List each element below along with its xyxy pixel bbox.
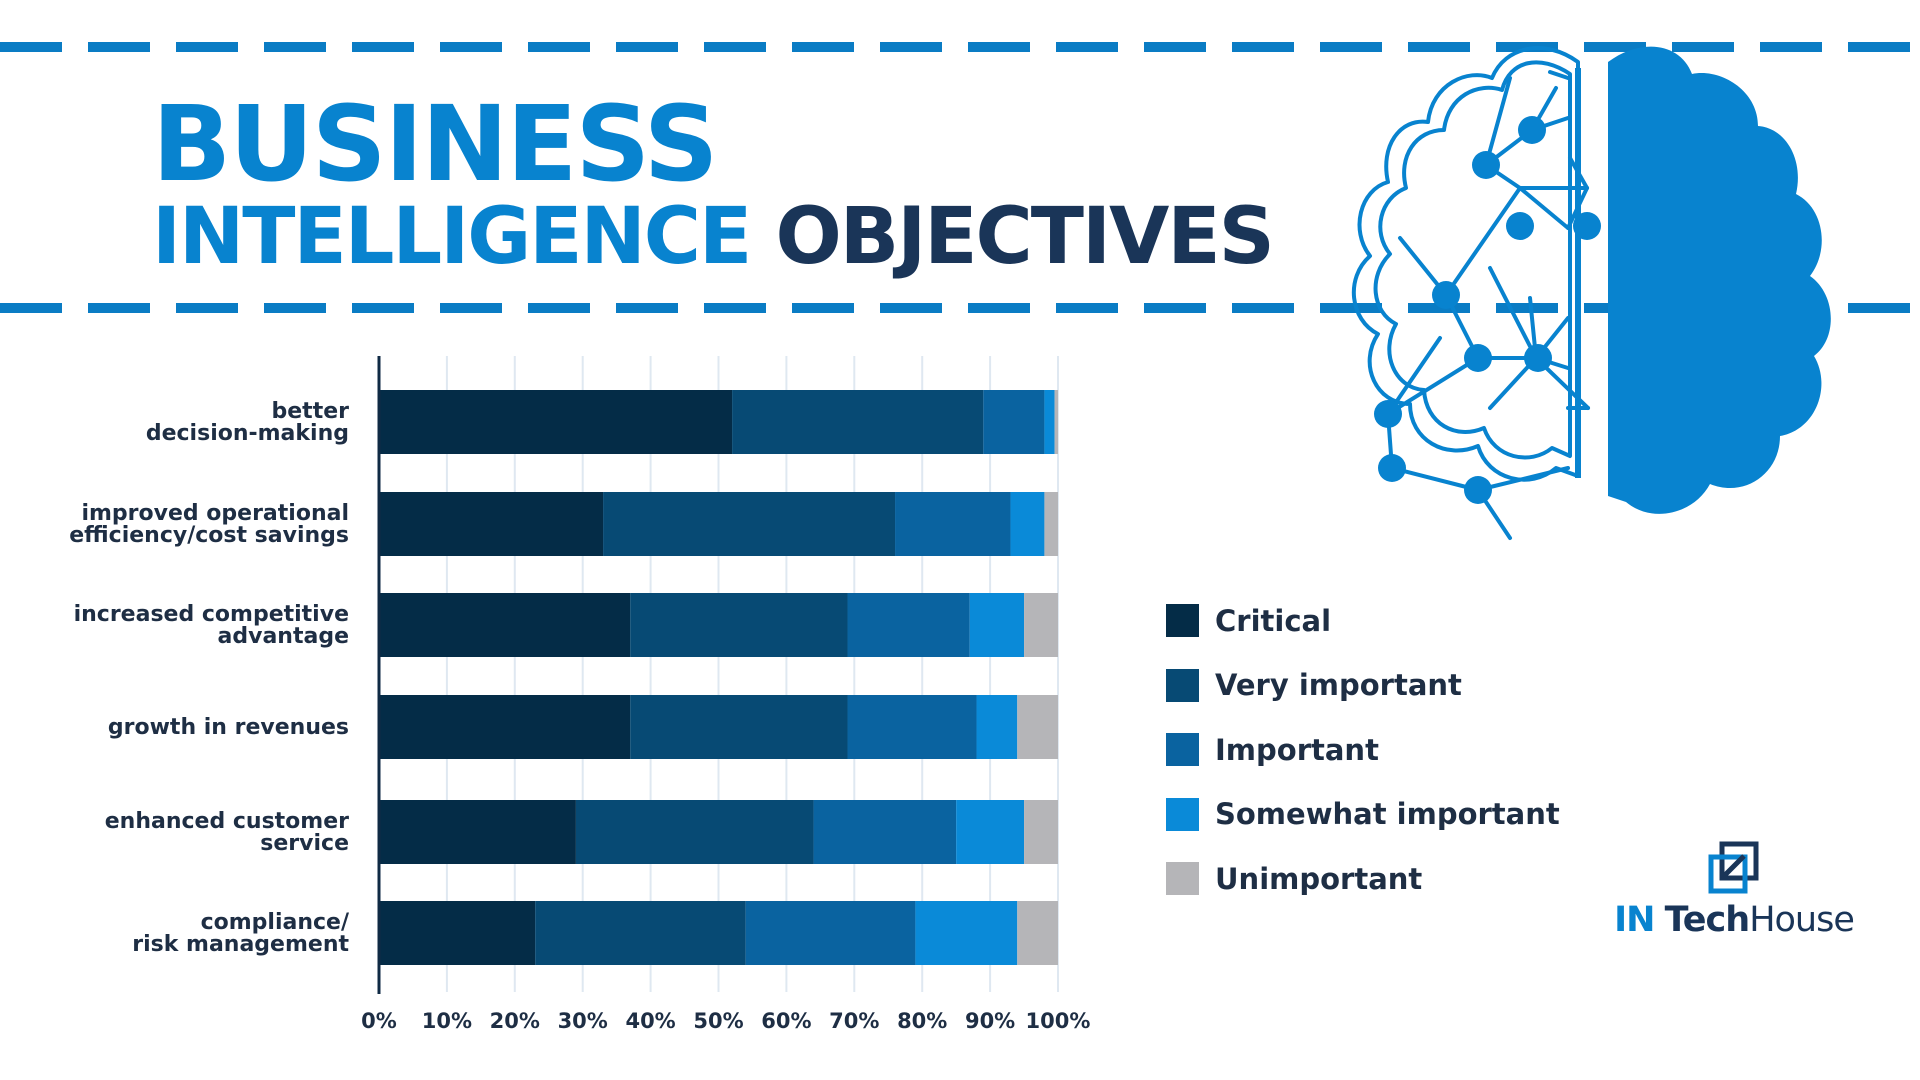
x-tick-label-4: 40% bbox=[625, 1009, 675, 1033]
chart-legend: Critical Very important Important Somewh… bbox=[1166, 603, 1560, 926]
bar-very-important-row-4 bbox=[575, 800, 814, 864]
bar-somewhat-important-row-2 bbox=[969, 593, 1025, 657]
chart-x-tick-labels: 0% 10% 20% 30% 40% 50% 60% 70% 80% 90% 100% bbox=[361, 1009, 1090, 1033]
logo-house-text: House bbox=[1749, 900, 1855, 940]
legend-label-somewhat-important: Somewhat important bbox=[1215, 797, 1560, 831]
logo-wordmark: IN TechHouse bbox=[1614, 900, 1855, 940]
x-tick-label-6: 60% bbox=[761, 1009, 811, 1033]
bar-important-row-4 bbox=[813, 800, 957, 864]
logo-in-text: IN bbox=[1614, 900, 1655, 940]
x-tick-label-3: 30% bbox=[558, 1009, 608, 1033]
bar-unimportant-row-4 bbox=[1024, 800, 1058, 864]
category-label-5-line-1: risk management bbox=[132, 932, 349, 957]
bar-critical-row-0 bbox=[379, 390, 733, 454]
bar-somewhat-important-row-5 bbox=[915, 901, 1018, 965]
bar-somewhat-important-row-4 bbox=[956, 800, 1025, 864]
bar-unimportant-row-3 bbox=[1017, 695, 1058, 759]
x-tick-label-10: 100% bbox=[1026, 1009, 1091, 1033]
logo-tech-text: Tech bbox=[1664, 900, 1751, 940]
category-label-5-line-0: compliance/ bbox=[201, 910, 350, 935]
page-title-intelligence: INTELLIGENCE bbox=[152, 192, 752, 282]
legend-item-somewhat-important: Somewhat important bbox=[1166, 797, 1560, 832]
category-label-4-line-0: enhanced customer bbox=[105, 809, 349, 834]
page-title-line-1: BUSINESS bbox=[152, 83, 719, 205]
bar-important-row-1 bbox=[895, 492, 1011, 556]
bar-important-row-2 bbox=[847, 593, 970, 657]
legend-swatch-important bbox=[1166, 733, 1199, 766]
x-tick-label-5: 50% bbox=[693, 1009, 743, 1033]
bar-very-important-row-5 bbox=[535, 901, 746, 965]
category-label-1-line-1: efficiency/cost savings bbox=[69, 523, 349, 548]
bar-critical-row-5 bbox=[379, 901, 536, 965]
intech-house-logo-icon bbox=[1708, 841, 1759, 894]
bottom-dashed-divider bbox=[0, 303, 1920, 313]
bar-important-row-0 bbox=[983, 390, 1045, 454]
category-label-1-line-0: improved operational bbox=[81, 501, 349, 526]
x-tick-label-9: 90% bbox=[965, 1009, 1015, 1033]
legend-item-unimportant: Unimportant bbox=[1166, 861, 1560, 896]
bar-critical-row-4 bbox=[379, 800, 576, 864]
x-tick-label-1: 10% bbox=[422, 1009, 472, 1033]
legend-swatch-critical bbox=[1166, 604, 1199, 637]
brain-network-icon bbox=[1351, 46, 1831, 540]
legend-item-critical: Critical bbox=[1166, 603, 1560, 638]
x-tick-label-7: 70% bbox=[829, 1009, 879, 1033]
bar-important-row-3 bbox=[847, 695, 977, 759]
category-label-2-line-0: increased competitive bbox=[74, 602, 349, 627]
legend-label-critical: Critical bbox=[1215, 603, 1332, 638]
bar-somewhat-important-row-0 bbox=[1044, 390, 1055, 454]
legend-swatch-very-important bbox=[1166, 668, 1199, 702]
bar-important-row-5 bbox=[745, 901, 916, 965]
top-dashed-divider bbox=[0, 42, 1920, 52]
bar-critical-row-3 bbox=[379, 695, 631, 759]
legend-item-very-important: Very important bbox=[1166, 668, 1560, 703]
legend-label-unimportant: Unimportant bbox=[1215, 861, 1423, 896]
page-title-objectives: OBJECTIVES bbox=[775, 192, 1274, 282]
legend-swatch-unimportant bbox=[1166, 862, 1199, 895]
category-label-3-line-0: growth in revenues bbox=[108, 715, 349, 740]
chart-gridlines bbox=[445, 356, 1059, 992]
category-label-0-line-0: better bbox=[272, 399, 350, 424]
legend-label-very-important: Very important bbox=[1215, 668, 1462, 702]
bar-somewhat-important-row-1 bbox=[1010, 492, 1045, 556]
bar-very-important-row-0 bbox=[732, 390, 984, 454]
bar-unimportant-row-2 bbox=[1024, 593, 1058, 657]
bar-somewhat-important-row-3 bbox=[976, 695, 1018, 759]
legend-label-important: Important bbox=[1215, 732, 1379, 767]
category-label-0-line-1: decision-making bbox=[146, 421, 349, 446]
bar-unimportant-row-1 bbox=[1044, 492, 1058, 556]
bar-critical-row-1 bbox=[379, 492, 604, 556]
x-tick-label-0: 0% bbox=[361, 1009, 397, 1033]
bar-very-important-row-3 bbox=[630, 695, 848, 759]
category-label-2-line-1: advantage bbox=[218, 624, 349, 649]
x-tick-label-8: 80% bbox=[897, 1009, 947, 1033]
intech-house-logo: IN TechHouse bbox=[1614, 840, 1855, 940]
bar-unimportant-row-0 bbox=[1054, 390, 1058, 454]
bar-very-important-row-2 bbox=[630, 593, 848, 657]
category-label-4-line-1: service bbox=[260, 831, 349, 856]
page-title-line-2: INTELLIGENCE OBJECTIVES bbox=[152, 198, 1275, 276]
bar-unimportant-row-5 bbox=[1017, 901, 1058, 965]
chart-bars bbox=[379, 390, 1058, 965]
bar-critical-row-2 bbox=[379, 593, 631, 657]
x-tick-label-2: 20% bbox=[490, 1009, 540, 1033]
legend-item-important: Important bbox=[1166, 732, 1560, 767]
bar-very-important-row-1 bbox=[603, 492, 896, 556]
legend-swatch-somewhat-important bbox=[1166, 797, 1199, 831]
